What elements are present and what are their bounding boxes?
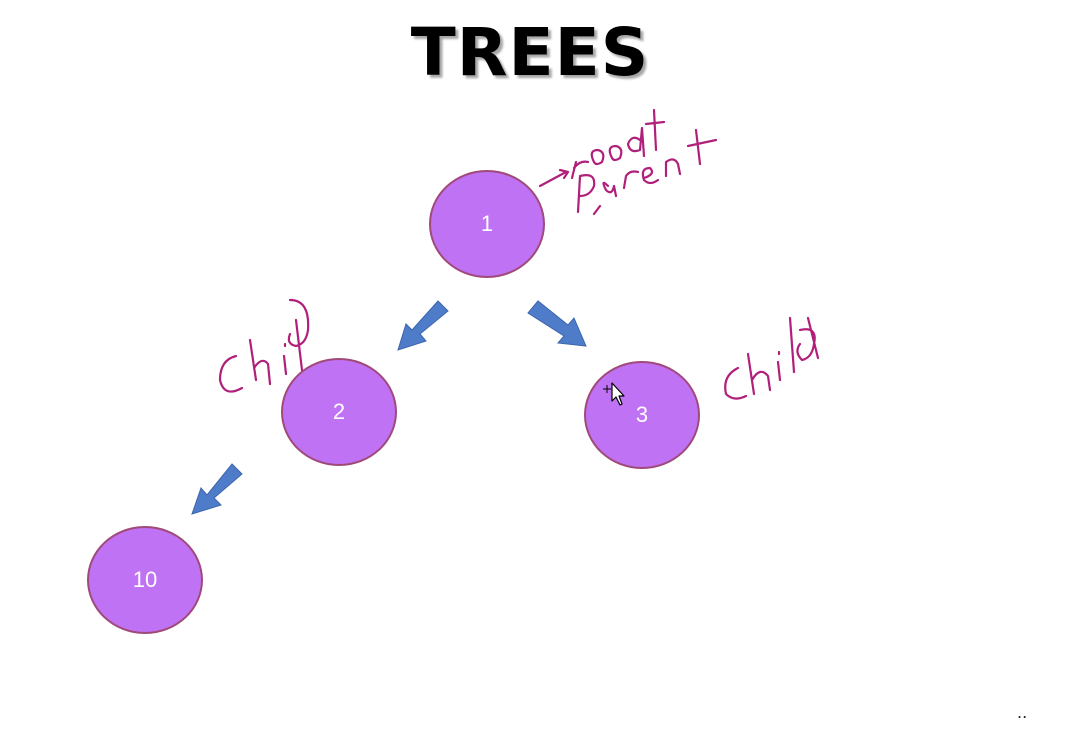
handwritten-child-left-annotation <box>218 298 310 393</box>
handwritten-parent-annotation <box>576 128 718 216</box>
tree-node-1: 1 <box>429 170 545 278</box>
node-label: 2 <box>332 399 346 424</box>
footer-mark: .. <box>1017 703 1028 722</box>
handwritten-root-annotation <box>538 108 666 188</box>
node-label: 10 <box>132 567 158 592</box>
slide-title: TREES <box>410 14 650 91</box>
edge-arrow-1-to-3 <box>527 300 587 347</box>
edge-arrow-1-to-2 <box>397 300 449 351</box>
node-label: 3 <box>635 402 649 427</box>
handwritten-child-right-annotation <box>724 316 820 400</box>
tree-node-10: 10 <box>87 526 203 634</box>
tree-node-2: 2 <box>281 358 397 466</box>
node-label: 1 <box>480 211 494 236</box>
tree-node-3: 3 <box>584 361 700 469</box>
mouse-cursor-icon <box>603 382 625 406</box>
edge-arrow-2-to-10 <box>191 463 243 515</box>
